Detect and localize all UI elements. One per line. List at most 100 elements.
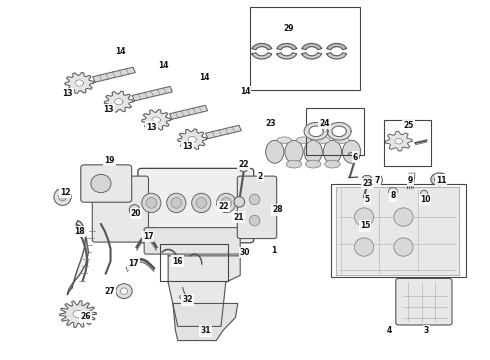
Ellipse shape — [304, 140, 322, 163]
Polygon shape — [152, 117, 160, 123]
Ellipse shape — [277, 137, 292, 143]
Ellipse shape — [180, 294, 190, 300]
Ellipse shape — [375, 175, 382, 185]
Ellipse shape — [394, 238, 413, 256]
Text: 19: 19 — [104, 156, 115, 165]
Polygon shape — [168, 256, 240, 327]
Polygon shape — [431, 173, 445, 186]
Text: 13: 13 — [146, 123, 157, 132]
Text: 10: 10 — [420, 195, 430, 204]
Text: 14: 14 — [240, 87, 250, 96]
Polygon shape — [65, 72, 94, 94]
Ellipse shape — [249, 215, 260, 226]
Polygon shape — [75, 80, 84, 86]
Text: 23: 23 — [362, 179, 373, 188]
Ellipse shape — [343, 140, 361, 163]
Ellipse shape — [129, 205, 140, 215]
Polygon shape — [142, 109, 171, 130]
Text: 25: 25 — [403, 121, 414, 130]
Text: 17: 17 — [128, 260, 139, 269]
Text: 22: 22 — [218, 202, 229, 211]
Polygon shape — [67, 221, 89, 294]
Ellipse shape — [116, 284, 132, 298]
Text: 14: 14 — [115, 47, 125, 56]
Polygon shape — [327, 53, 346, 59]
Text: 23: 23 — [265, 119, 276, 128]
Ellipse shape — [54, 189, 71, 206]
Polygon shape — [252, 44, 272, 50]
Ellipse shape — [286, 160, 302, 168]
Text: 29: 29 — [283, 24, 294, 33]
Ellipse shape — [91, 174, 111, 193]
Ellipse shape — [421, 190, 427, 197]
Ellipse shape — [354, 238, 374, 256]
Text: 15: 15 — [360, 221, 370, 230]
FancyBboxPatch shape — [237, 176, 277, 239]
Text: 3: 3 — [424, 327, 429, 336]
Ellipse shape — [235, 213, 243, 217]
Ellipse shape — [196, 198, 207, 208]
Text: 5: 5 — [365, 195, 370, 204]
Ellipse shape — [305, 160, 321, 168]
FancyBboxPatch shape — [81, 165, 132, 202]
Ellipse shape — [234, 197, 245, 207]
Polygon shape — [132, 86, 172, 101]
Polygon shape — [304, 122, 328, 140]
Text: 31: 31 — [200, 327, 211, 336]
Polygon shape — [104, 91, 133, 112]
Ellipse shape — [121, 288, 127, 294]
Ellipse shape — [323, 140, 342, 163]
Ellipse shape — [192, 193, 211, 213]
Ellipse shape — [239, 163, 248, 172]
Bar — [331, 184, 466, 277]
Text: 2: 2 — [258, 172, 263, 181]
Polygon shape — [60, 301, 96, 327]
Polygon shape — [302, 44, 321, 50]
Text: 13: 13 — [103, 105, 113, 114]
Text: 22: 22 — [238, 159, 249, 168]
Text: 11: 11 — [436, 176, 446, 185]
Polygon shape — [327, 122, 351, 140]
Bar — [160, 243, 228, 280]
Text: 30: 30 — [240, 248, 250, 257]
Text: 8: 8 — [390, 192, 395, 201]
Polygon shape — [173, 303, 238, 341]
Text: 26: 26 — [80, 312, 91, 321]
Text: 9: 9 — [408, 176, 413, 185]
Ellipse shape — [325, 160, 340, 168]
Polygon shape — [336, 187, 459, 275]
Text: 13: 13 — [62, 89, 73, 98]
Polygon shape — [73, 310, 83, 318]
Text: 4: 4 — [387, 327, 392, 336]
Text: 12: 12 — [60, 188, 70, 197]
Polygon shape — [206, 125, 241, 139]
Text: 20: 20 — [131, 209, 141, 218]
Polygon shape — [170, 105, 208, 119]
Ellipse shape — [285, 140, 303, 163]
Ellipse shape — [171, 198, 182, 208]
Text: 18: 18 — [74, 227, 85, 236]
Polygon shape — [188, 136, 196, 143]
Text: 32: 32 — [182, 296, 193, 305]
Polygon shape — [277, 44, 297, 50]
Bar — [250, 7, 360, 90]
Polygon shape — [302, 53, 321, 59]
FancyBboxPatch shape — [144, 228, 240, 254]
Ellipse shape — [167, 193, 186, 213]
Ellipse shape — [221, 198, 232, 208]
Ellipse shape — [363, 175, 371, 179]
Bar — [384, 120, 431, 166]
FancyBboxPatch shape — [92, 176, 148, 242]
Ellipse shape — [146, 198, 157, 208]
Text: 16: 16 — [172, 257, 183, 266]
Polygon shape — [327, 44, 346, 50]
Polygon shape — [115, 99, 123, 105]
Ellipse shape — [354, 208, 374, 226]
Ellipse shape — [59, 193, 66, 201]
Ellipse shape — [266, 140, 284, 163]
Text: 1: 1 — [271, 246, 276, 255]
Text: 17: 17 — [143, 232, 153, 241]
Ellipse shape — [296, 137, 311, 143]
Text: 14: 14 — [199, 73, 209, 82]
Text: 13: 13 — [182, 142, 193, 151]
